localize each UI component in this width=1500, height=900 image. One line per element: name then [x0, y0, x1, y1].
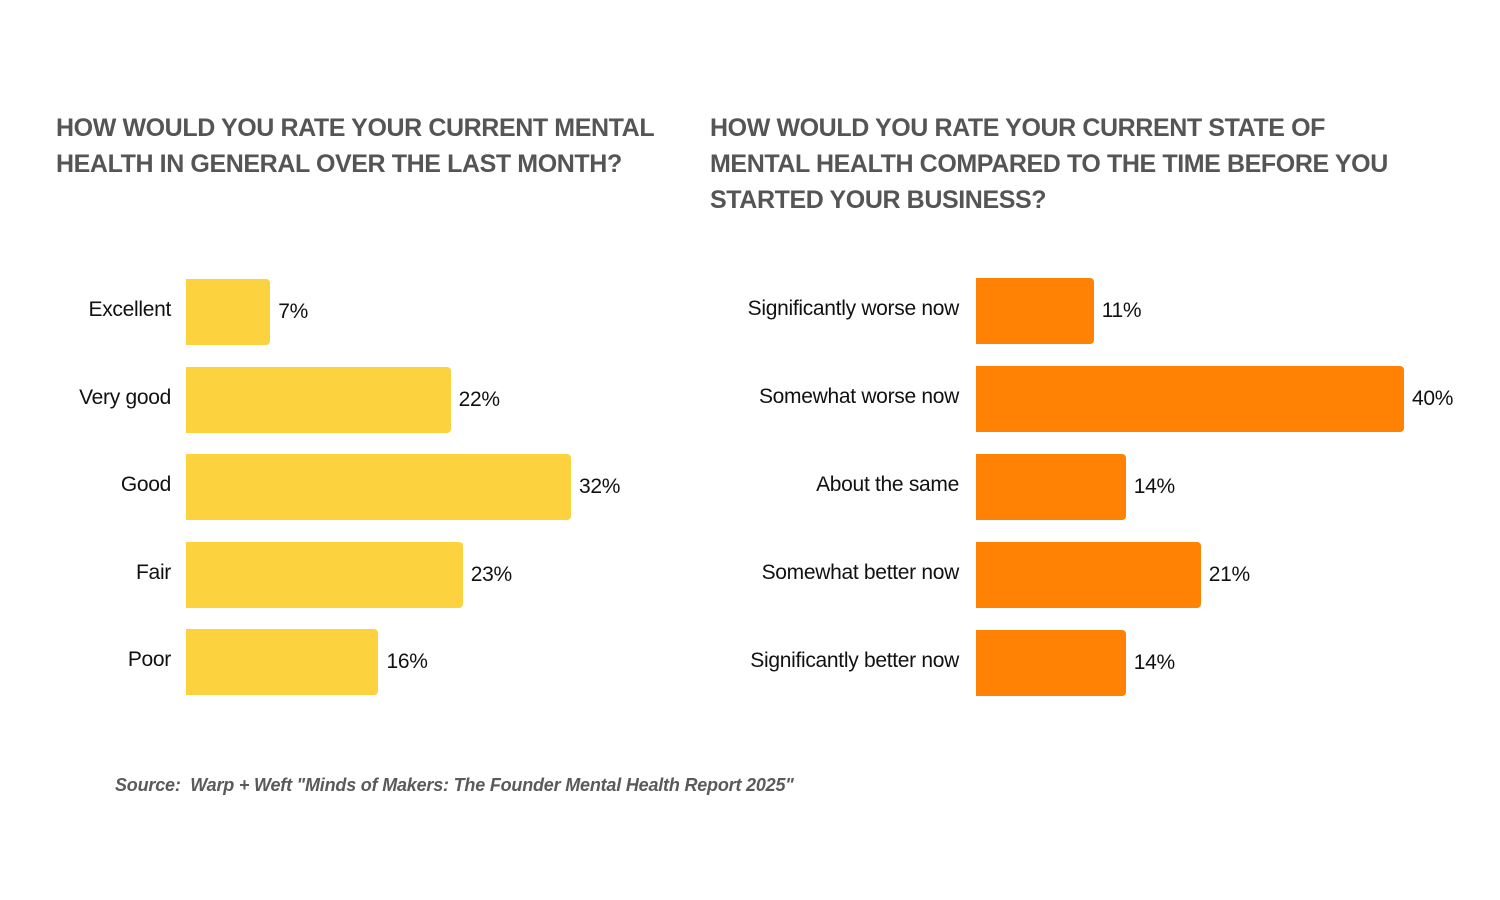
category-label-significantly-worse-now: Significantly worse now	[747, 297, 960, 320]
value-label-fair: 23%	[470, 562, 512, 586]
value-label-good: 32%	[578, 475, 621, 499]
value-label-about-the-same: 14%	[1133, 475, 1175, 498]
category-label-significantly-better-now: Significantly better now	[750, 649, 959, 672]
bar-significantly-worse-now	[976, 278, 1094, 344]
bar-about-the-same	[976, 454, 1126, 520]
bar-somewhat-worse-now	[976, 366, 1404, 432]
category-label-good: Good	[120, 473, 171, 497]
chart-title-current-mental-health: HOW WOULD YOU RATE YOUR CURRENT MENTAL H…	[56, 114, 654, 178]
bar-poor	[186, 629, 379, 696]
category-label-very-good: Very good	[79, 385, 171, 409]
value-label-excellent: 7%	[278, 300, 308, 323]
value-label-significantly-worse-now: 11%	[1101, 299, 1142, 322]
value-label-significantly-better-now: 14%	[1133, 651, 1175, 674]
category-label-fair: Fair	[136, 560, 171, 584]
category-label-about-the-same: About the same	[816, 473, 959, 496]
bar-excellent	[186, 279, 271, 345]
source-note: Source: Warp + Weft "Minds of Makers: Th…	[115, 775, 794, 795]
category-label-somewhat-worse-now: Somewhat worse now	[758, 385, 959, 408]
bar-somewhat-better-now	[976, 542, 1201, 608]
category-label-poor: Poor	[127, 648, 171, 672]
bar-good	[186, 454, 571, 521]
chart-title-compared-to-before: HOW WOULD YOU RATE YOUR CURRENT STATE OF…	[710, 114, 1388, 214]
bar-significantly-better-now	[976, 630, 1126, 696]
value-label-somewhat-better-now: 21%	[1208, 563, 1250, 586]
value-label-poor: 16%	[386, 650, 428, 674]
category-label-somewhat-better-now: Somewhat better now	[761, 561, 960, 584]
value-label-somewhat-worse-now: 40%	[1412, 387, 1454, 410]
bar-fair	[186, 541, 463, 608]
category-label-excellent: Excellent	[88, 298, 171, 321]
bar-very-good	[186, 366, 451, 433]
value-label-very-good: 22%	[458, 387, 500, 411]
